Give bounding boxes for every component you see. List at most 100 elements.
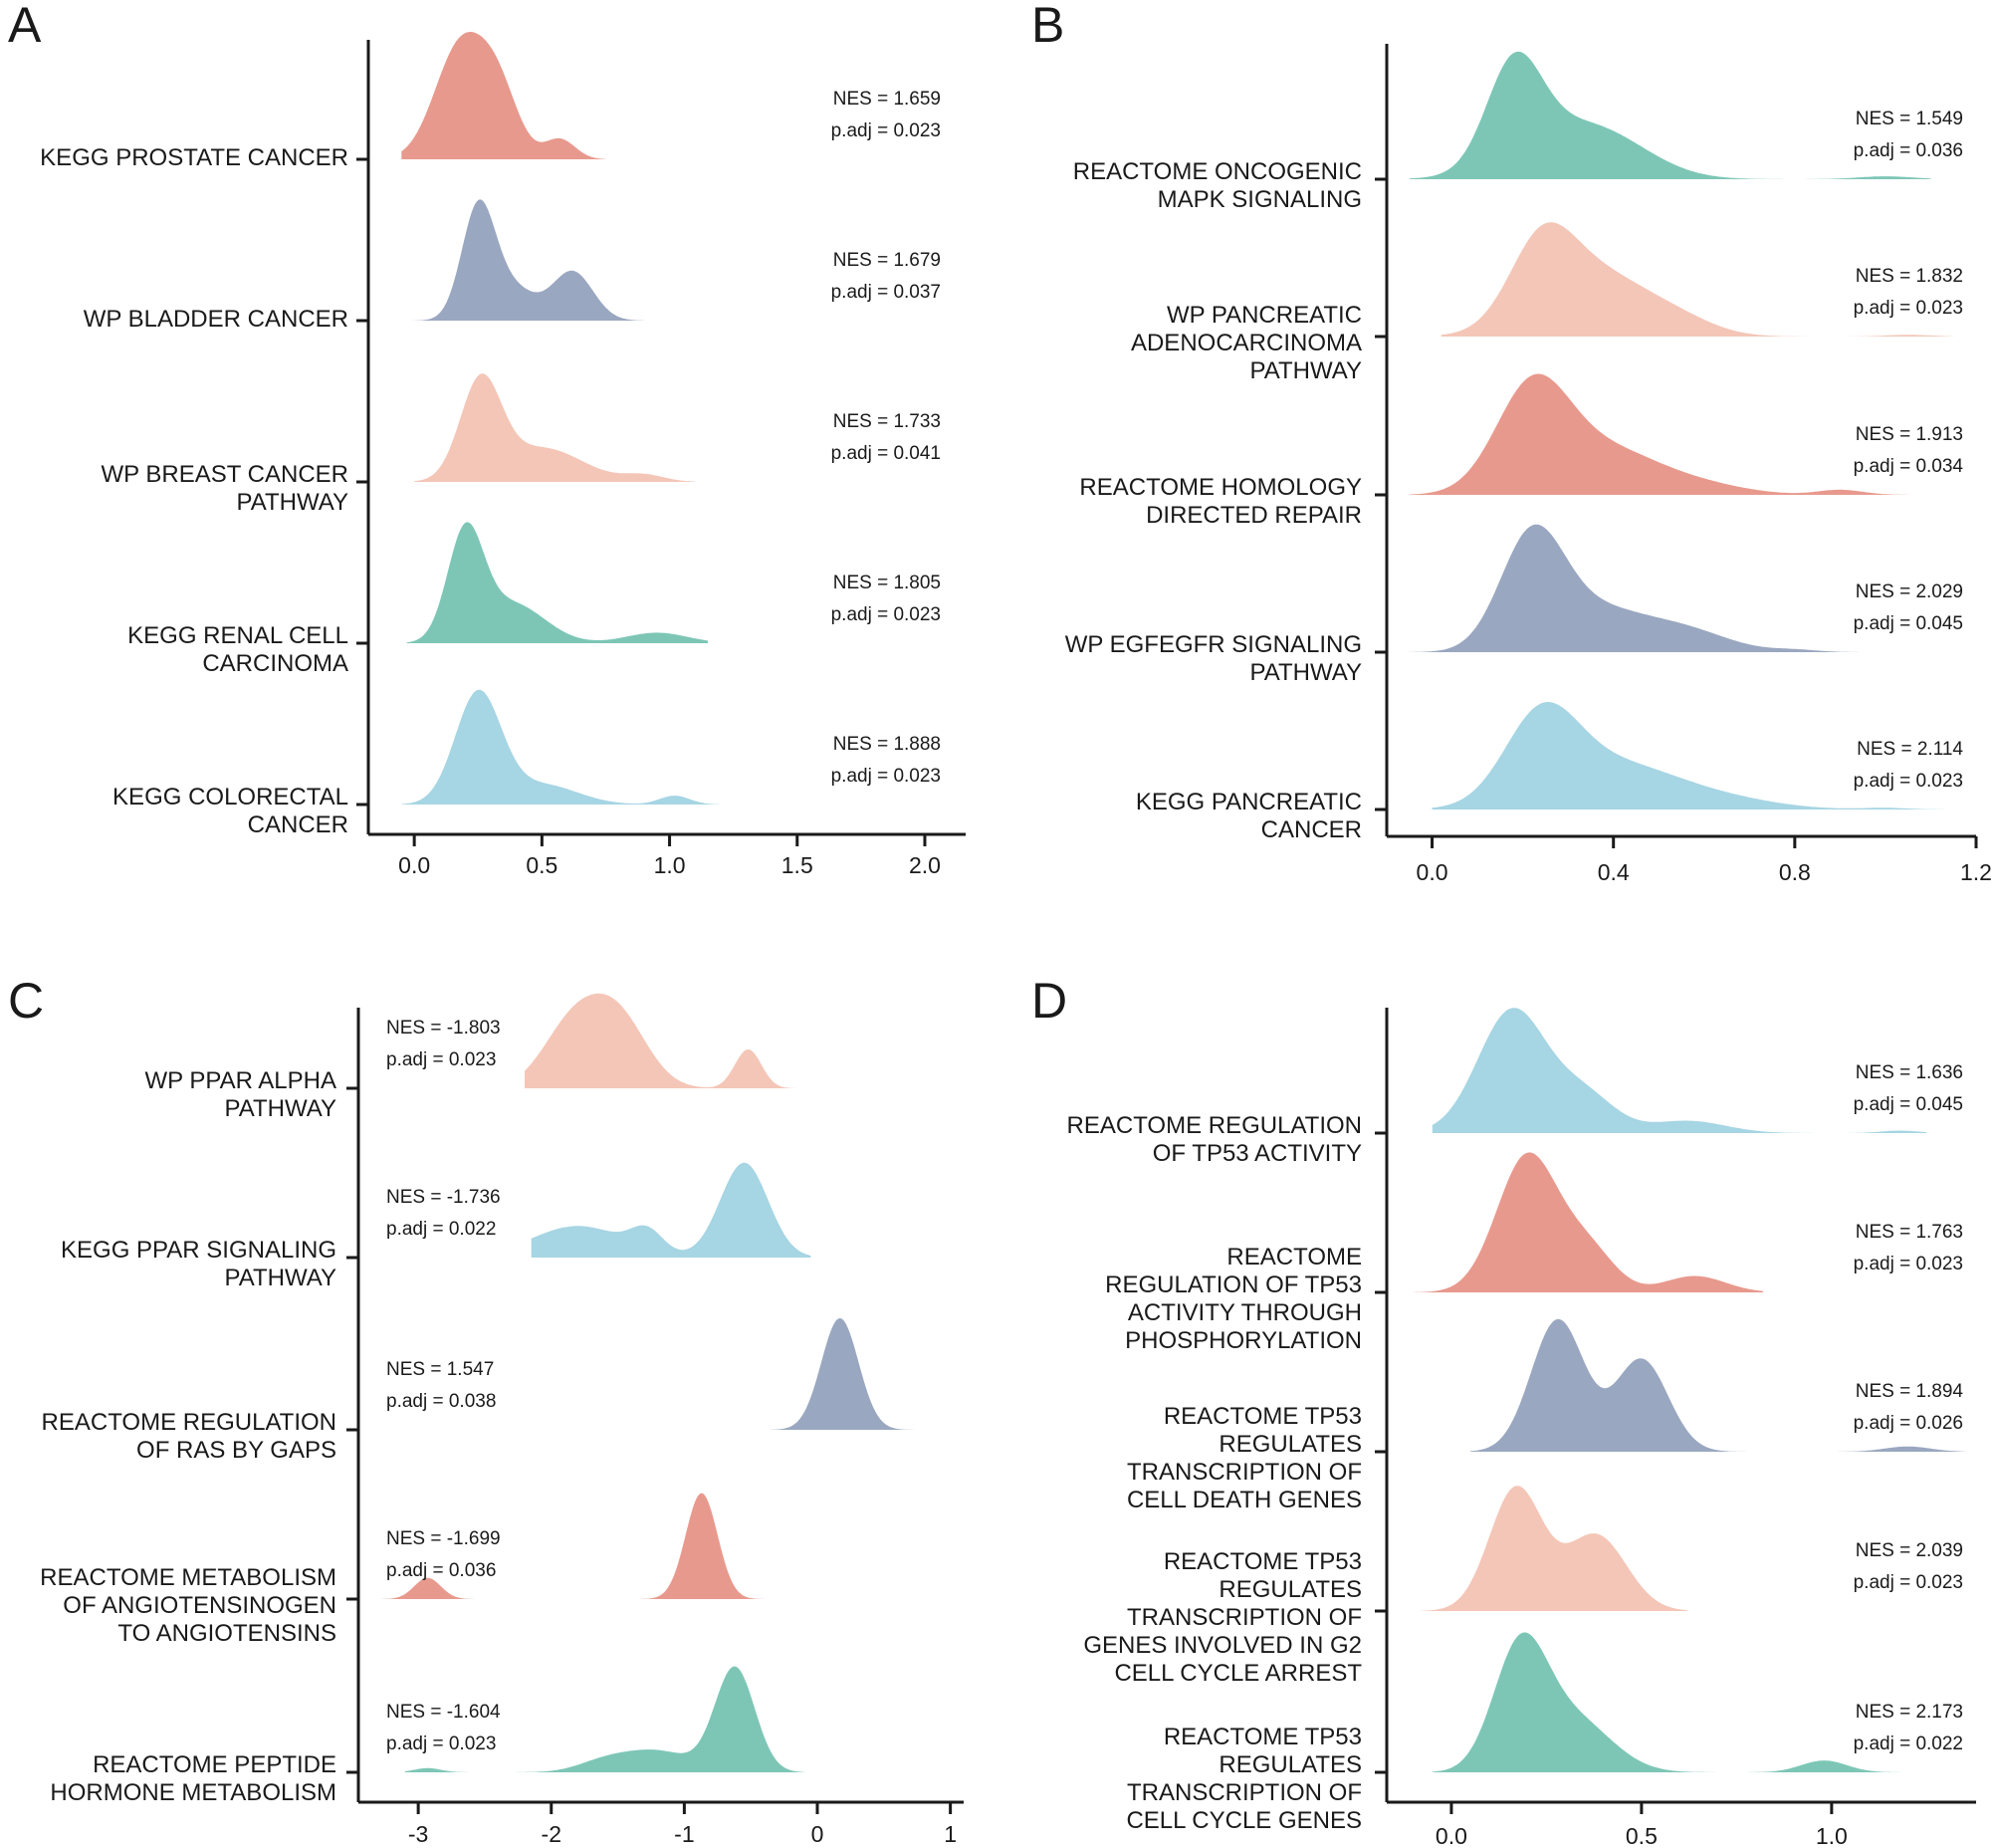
- x-tick-label: 0: [811, 1821, 824, 1847]
- x-tick-label: 0.8: [1779, 859, 1811, 885]
- ridge-density-3: [414, 373, 696, 482]
- nes-value: NES = 1.894: [1856, 1381, 1964, 1402]
- term-label: WP BREAST CANCER: [102, 461, 349, 488]
- term-label: REACTOME TP53: [1164, 1548, 1362, 1575]
- term-label: WP BLADDER CANCER: [84, 306, 348, 333]
- term-label: CANCER: [1261, 816, 1362, 843]
- x-tick-label: 0.0: [398, 852, 430, 878]
- term-label: REGULATES: [1219, 1751, 1362, 1778]
- term-label: DIRECTED REPAIR: [1146, 502, 1362, 529]
- padj-value: p.adj = 0.045: [1854, 613, 1963, 634]
- ridge-density-2: [1413, 1152, 1764, 1292]
- term-label: CELL DEATH GENES: [1127, 1487, 1362, 1513]
- term-label: CELL CYCLE GENES: [1126, 1807, 1362, 1834]
- panel-letter: D: [1031, 973, 1067, 1029]
- padj-value: p.adj = 0.041: [831, 443, 941, 464]
- nes-value: NES = 1.913: [1856, 424, 1963, 445]
- term-label: OF RAS BY GAPS: [136, 1437, 336, 1464]
- padj-value: p.adj = 0.022: [386, 1219, 496, 1240]
- term-label: TO ANGIOTENSINS: [117, 1620, 336, 1647]
- padj-value: p.adj = 0.022: [1854, 1733, 1963, 1754]
- nes-value: NES = -1.803: [386, 1018, 501, 1039]
- term-label: WP PANCREATIC: [1167, 302, 1362, 329]
- padj-value: p.adj = 0.036: [386, 1560, 496, 1581]
- ridge-density-5: [404, 1666, 804, 1772]
- term-label: REGULATION OF TP53: [1105, 1271, 1362, 1298]
- nes-value: NES = 2.039: [1856, 1540, 1963, 1561]
- padj-value: p.adj = 0.038: [386, 1391, 496, 1412]
- term-label: REACTOME PEPTIDE: [93, 1751, 336, 1778]
- ridge-density-5: [401, 689, 721, 805]
- nes-value: NES = 1.763: [1856, 1222, 1963, 1243]
- term-label: KEGG COLORECTAL: [112, 784, 348, 810]
- padj-value: p.adj = 0.023: [386, 1733, 496, 1754]
- padj-value: p.adj = 0.023: [386, 1049, 496, 1070]
- x-tick-label: 2.0: [909, 852, 941, 878]
- padj-value: p.adj = 0.045: [1854, 1094, 1963, 1115]
- term-label: REGULATES: [1219, 1576, 1362, 1603]
- x-tick-label: 0.5: [526, 852, 557, 878]
- term-label: ADENOCARCINOMA: [1131, 330, 1362, 356]
- term-label: MAPK SIGNALING: [1158, 186, 1362, 213]
- ridge-density-1: [401, 32, 606, 159]
- x-tick-label: -2: [542, 1821, 561, 1847]
- nes-value: NES = 1.547: [386, 1359, 494, 1380]
- x-tick-label: 0.0: [1436, 1823, 1467, 1848]
- panel-letter: A: [8, 0, 42, 53]
- nes-value: NES = 1.659: [833, 89, 941, 110]
- ridge-density-5: [1432, 1632, 1965, 1772]
- x-tick-label: 1.2: [1960, 859, 1992, 885]
- term-label: CANCER: [248, 811, 348, 838]
- x-tick-label: 1.0: [1816, 1823, 1848, 1848]
- x-tick-label: 0.4: [1598, 859, 1630, 885]
- term-label: REACTOME ONCOGENIC: [1073, 158, 1362, 185]
- nes-value: NES = -1.604: [386, 1702, 501, 1723]
- term-label: HORMONE METABOLISM: [50, 1779, 336, 1806]
- term-label: REACTOME REGULATION: [1067, 1112, 1362, 1139]
- x-tick-label: 0.0: [1417, 859, 1448, 885]
- ridge-density-4: [378, 1493, 784, 1599]
- ridge-density-2: [409, 199, 644, 321]
- term-label: REACTOME HOMOLOGY: [1079, 474, 1362, 501]
- nes-value: NES = 1.679: [833, 250, 941, 271]
- ridge-density-3: [771, 1318, 938, 1430]
- padj-value: p.adj = 0.023: [1854, 1254, 1963, 1274]
- term-label: REGULATES: [1219, 1431, 1362, 1458]
- nes-value: NES = 1.549: [1856, 109, 1963, 129]
- padj-value: p.adj = 0.037: [831, 282, 941, 303]
- ridge-density-4: [406, 522, 708, 643]
- padj-value: p.adj = 0.036: [1854, 140, 1963, 161]
- x-tick-label: -1: [674, 1821, 694, 1847]
- nes-value: NES = 2.029: [1856, 581, 1963, 602]
- term-label: PATHWAY: [225, 1265, 336, 1291]
- padj-value: p.adj = 0.034: [1854, 456, 1964, 477]
- ridge-density-3: [1409, 373, 1908, 495]
- nes-value: NES = 1.805: [833, 573, 941, 593]
- ridge-density-4: [1409, 524, 1931, 652]
- ridge-density-3: [1470, 1318, 1965, 1452]
- term-label: REACTOME: [1226, 1244, 1362, 1270]
- x-tick-label: 1.0: [654, 852, 686, 878]
- term-label: KEGG PANCREATIC: [1136, 789, 1362, 815]
- term-label: PHOSPHORYLATION: [1125, 1327, 1362, 1354]
- term-label: WP EGFEGFR SIGNALING: [1065, 631, 1362, 658]
- nes-value: NES = 1.888: [833, 734, 941, 755]
- padj-value: p.adj = 0.023: [831, 120, 941, 141]
- ridge-density-5: [1432, 702, 1954, 809]
- term-label: ACTIVITY THROUGH: [1128, 1299, 1362, 1326]
- term-label: PATHWAY: [1250, 357, 1362, 384]
- nes-value: NES = 1.832: [1856, 266, 1963, 287]
- term-label: GENES INVOLVED IN G2: [1083, 1632, 1362, 1659]
- term-label: REACTOME REGULATION: [42, 1409, 336, 1436]
- panel-A: A KEGG PROSTATE CANCER NES = 1.659 p.adj = …: [8, 0, 966, 878]
- ridge-density-1: [1432, 1008, 1927, 1133]
- nes-value: NES = 1.733: [833, 411, 941, 432]
- nes-value: NES = 2.114: [1857, 739, 1963, 760]
- padj-value: p.adj = 0.023: [1854, 771, 1963, 792]
- term-label: OF TP53 ACTIVITY: [1153, 1140, 1362, 1167]
- term-label: KEGG PROSTATE CANCER: [40, 144, 348, 171]
